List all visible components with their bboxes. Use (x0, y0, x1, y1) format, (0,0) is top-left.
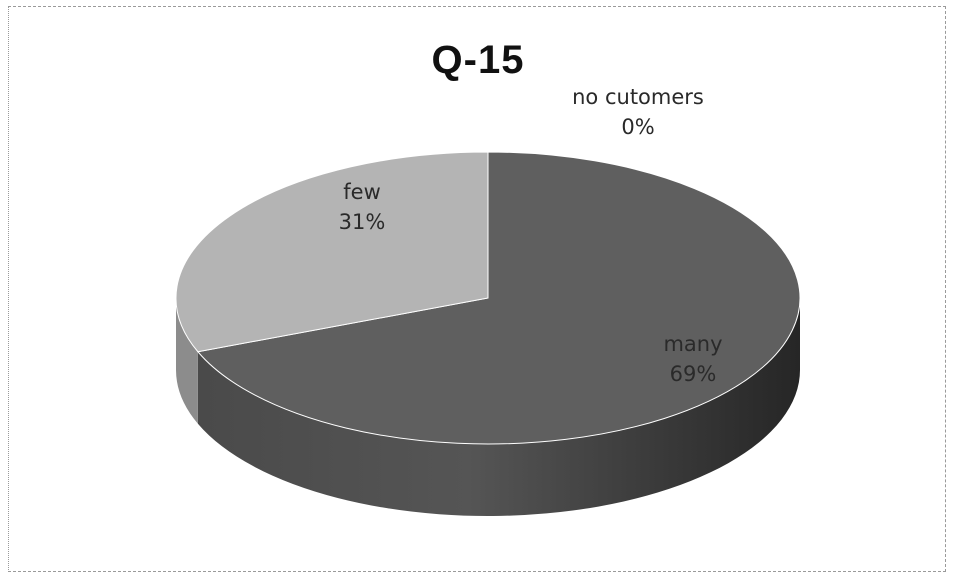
pie-side-many (197, 298, 800, 517)
pie-side-few (176, 298, 198, 424)
slice-category-label: no cutomers (572, 85, 704, 109)
slice-category-label: few (343, 180, 381, 204)
slice-label-many: many 69% (663, 332, 722, 386)
slice-percent-label: 0% (621, 115, 654, 139)
chart-title: Q-15 (431, 38, 525, 82)
slice-category-label: many (663, 332, 722, 356)
pie-slice-many (196, 151, 801, 445)
slice-percent-label: 69% (670, 362, 717, 386)
slice-percent-label: 31% (339, 210, 386, 234)
slice-label-few: few 31% (339, 180, 386, 234)
slice-label-no-cutomers: no cutomers 0% (572, 85, 704, 139)
pie-slice-few (175, 151, 489, 353)
